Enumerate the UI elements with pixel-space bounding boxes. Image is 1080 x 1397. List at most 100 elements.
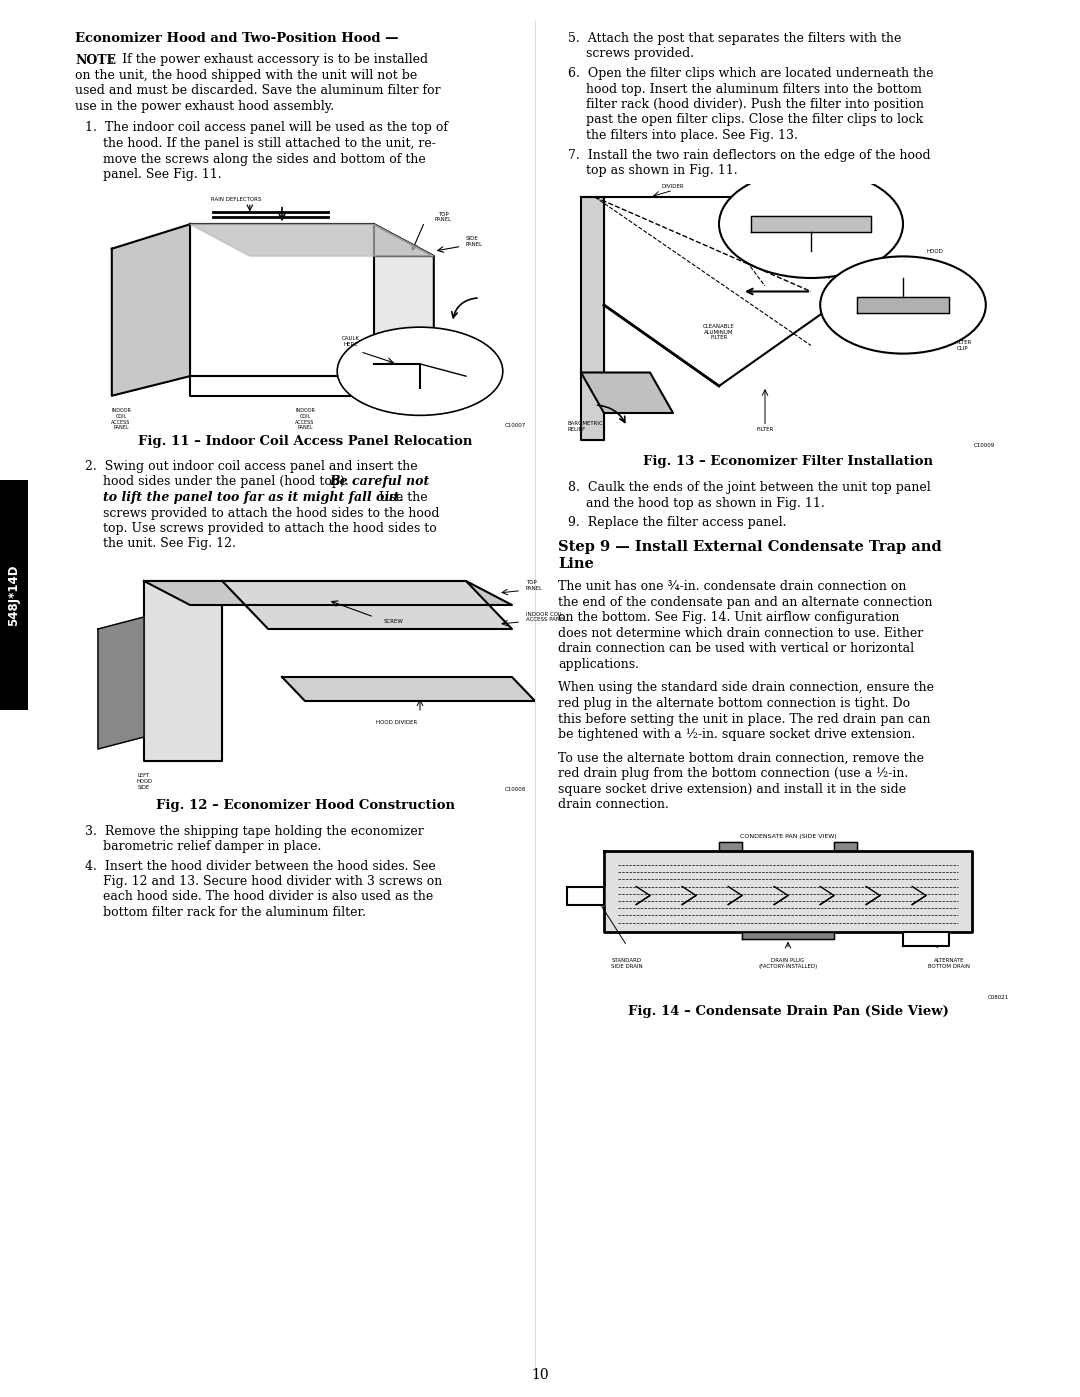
Text: screws provided to attach the hood sides to the hood: screws provided to attach the hood sides… [103,507,440,520]
Text: square socket drive extension) and install it in the side: square socket drive extension) and insta… [558,782,906,795]
Text: applications.: applications. [558,658,639,671]
Polygon shape [581,197,604,440]
Text: 9.  Replace the filter access panel.: 9. Replace the filter access panel. [568,515,786,529]
Circle shape [820,257,986,353]
Text: DIVIDER: DIVIDER [662,184,685,189]
Text: CLEANABLE
ALUMINUM
FILTER: CLEANABLE ALUMINUM FILTER [703,324,734,341]
Polygon shape [190,225,434,256]
Polygon shape [581,373,673,414]
Text: Fig. 13 – Economizer Filter Installation: Fig. 13 – Economizer Filter Installation [643,455,933,468]
Text: red drain plug from the bottom connection (use a ½-in.: red drain plug from the bottom connectio… [558,767,908,780]
Text: past the open filter clips. Close the filter clips to lock: past the open filter clips. Close the fi… [586,113,923,127]
Text: C10007: C10007 [504,423,526,427]
Text: used and must be discarded. Save the aluminum filter for: used and must be discarded. Save the alu… [75,84,441,98]
Text: To use the alternate bottom drain connection, remove the: To use the alternate bottom drain connec… [558,752,924,764]
Polygon shape [190,225,374,376]
Text: INDOOR COIL
ACCESS PANEL: INDOOR COIL ACCESS PANEL [526,612,566,623]
Text: 8.  Caulk the ends of the joint between the unit top panel: 8. Caulk the ends of the joint between t… [568,481,931,495]
Text: HOOD: HOOD [926,249,943,253]
Circle shape [337,327,503,415]
Text: 2.  Swing out indoor coil access panel and insert the: 2. Swing out indoor coil access panel an… [85,460,418,474]
Text: and the hood top as shown in Fig. 11.: and the hood top as shown in Fig. 11. [586,496,825,510]
Text: NOTE: NOTE [75,53,116,67]
Text: Economizer Hood and Two-Position Hood —: Economizer Hood and Two-Position Hood — [75,32,399,45]
Text: Use the: Use the [372,490,428,504]
Text: C08021: C08021 [987,995,1009,1000]
Text: bottom filter rack for the aluminum filter.: bottom filter rack for the aluminum filt… [103,907,366,919]
Text: :  If the power exhaust accessory is to be installed: : If the power exhaust accessory is to b… [110,53,428,67]
Text: HOOD DIVIDER: HOOD DIVIDER [376,721,418,725]
Polygon shape [282,678,535,701]
Polygon shape [858,298,949,313]
Text: to lift the panel too far as it might fall out.: to lift the panel too far as it might fa… [103,490,404,504]
Polygon shape [190,225,434,256]
Text: INDOOR
COIL
ACCESS
PANEL: INDOOR COIL ACCESS PANEL [111,408,131,430]
Text: Fig. 12 and 13. Secure hood divider with 3 screws on: Fig. 12 and 13. Secure hood divider with… [103,875,442,888]
Bar [0,481,28,710]
Text: TOP
PANEL: TOP PANEL [526,580,543,591]
Polygon shape [222,581,512,629]
Text: panel. See Fig. 11.: panel. See Fig. 11. [103,168,221,182]
Text: the filters into place. See Fig. 13.: the filters into place. See Fig. 13. [586,129,798,142]
Text: be tightened with a ½-in. square socket drive extension.: be tightened with a ½-in. square socket … [558,728,915,740]
Text: RAIN DEFLECTORS: RAIN DEFLECTORS [211,197,261,203]
Text: top as shown in Fig. 11.: top as shown in Fig. 11. [586,163,738,177]
Text: When using the standard side drain connection, ensure the: When using the standard side drain conne… [558,682,934,694]
Text: on the bottom. See Fig. 14. Unit airflow configuration: on the bottom. See Fig. 14. Unit airflow… [558,612,900,624]
Text: INDOOR
COIL
ACCESS
PANEL: INDOOR COIL ACCESS PANEL [295,408,315,430]
Polygon shape [98,617,144,749]
Polygon shape [903,932,949,946]
Text: drain connection can be used with vertical or horizontal: drain connection can be used with vertic… [558,643,914,655]
Text: 7.  Install the two rain deflectors on the edge of the hood: 7. Install the two rain deflectors on th… [568,148,931,162]
Polygon shape [742,932,834,939]
Text: SIDE
PANEL: SIDE PANEL [465,236,483,247]
Polygon shape [374,225,434,408]
Polygon shape [834,841,858,851]
Text: OUTSIDE
AIR: OUTSIDE AIR [775,264,800,275]
Text: hood top. Insert the aluminum filters into the bottom: hood top. Insert the aluminum filters in… [586,82,922,95]
Text: barometric relief damper in place.: barometric relief damper in place. [103,840,322,854]
Text: screws provided.: screws provided. [586,47,694,60]
Text: filter rack (hood divider). Push the filter into position: filter rack (hood divider). Push the fil… [586,98,924,110]
Text: move the screws along the sides and bottom of the: move the screws along the sides and bott… [103,152,426,165]
Text: C10009: C10009 [974,443,995,448]
Text: the hood. If the panel is still attached to the unit, re-: the hood. If the panel is still attached… [103,137,436,149]
Text: Fig. 14 – Condensate Drain Pan (Side View): Fig. 14 – Condensate Drain Pan (Side Vie… [627,1006,948,1018]
Polygon shape [604,851,972,932]
Text: Line: Line [558,557,594,571]
Text: drain connection.: drain connection. [558,798,669,812]
Text: 5.  Attach the post that separates the filters with the: 5. Attach the post that separates the fi… [568,32,902,45]
Text: The unit has one ¾-in. condensate drain connection on: The unit has one ¾-in. condensate drain … [558,581,906,594]
Text: Be careful not: Be careful not [329,475,429,489]
Text: STANDARD
SIDE DRAIN: STANDARD SIDE DRAIN [611,958,643,970]
Polygon shape [719,841,742,851]
Circle shape [719,170,903,278]
Text: Fig. 12 – Economizer Hood Construction: Fig. 12 – Economizer Hood Construction [156,799,455,812]
Text: Step 9 — Install External Condensate Trap and: Step 9 — Install External Condensate Tra… [558,539,942,553]
Text: FILTER: FILTER [756,427,773,432]
Text: on the unit, the hood shipped with the unit will not be: on the unit, the hood shipped with the u… [75,68,417,82]
Text: the unit. See Fig. 12.: the unit. See Fig. 12. [103,538,235,550]
Text: 6.  Open the filter clips which are located underneath the: 6. Open the filter clips which are locat… [568,67,933,80]
Polygon shape [752,217,870,232]
Text: 1.  The indoor coil access panel will be used as the top of: 1. The indoor coil access panel will be … [85,122,448,134]
Text: BAROMETRIC
RELIEF: BAROMETRIC RELIEF [567,420,603,432]
Text: SCREW: SCREW [383,619,403,624]
Polygon shape [144,581,512,605]
Text: 4.  Insert the hood divider between the hood sides. See: 4. Insert the hood divider between the h… [85,859,435,873]
Text: C10008: C10008 [504,787,526,792]
Text: 548J*14D: 548J*14D [8,564,21,626]
Text: Fig. 11 – Indoor Coil Access Panel Relocation: Fig. 11 – Indoor Coil Access Panel Reloc… [138,434,472,447]
Text: this before setting the unit in place. The red drain pan can: this before setting the unit in place. T… [558,712,931,725]
Text: each hood side. The hood divider is also used as the: each hood side. The hood divider is also… [103,890,433,904]
Text: CONDENSATE PAN (SIDE VIEW): CONDENSATE PAN (SIDE VIEW) [740,834,836,838]
Polygon shape [144,581,222,761]
Text: FILTER
CLIP: FILTER CLIP [954,339,972,351]
Text: ALTERNATE
BOTTOM DRAIN: ALTERNATE BOTTOM DRAIN [928,958,970,970]
Text: top. Use screws provided to attach the hood sides to: top. Use screws provided to attach the h… [103,522,436,535]
Polygon shape [112,225,190,395]
Text: red plug in the alternate bottom connection is tight. Do: red plug in the alternate bottom connect… [558,697,910,710]
Text: hood sides under the panel (hood top).: hood sides under the panel (hood top). [103,475,353,489]
Text: LEFT
HOOD
SIDE: LEFT HOOD SIDE [136,773,152,789]
Text: TOP
PANEL: TOP PANEL [434,211,451,222]
